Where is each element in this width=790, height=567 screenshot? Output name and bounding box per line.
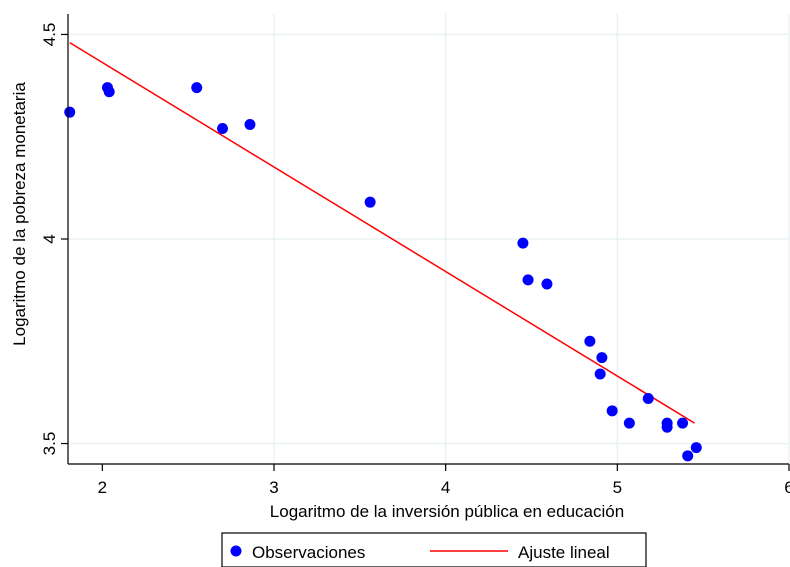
y-axis-ticks: 3.5 4 4.5 <box>40 23 68 456</box>
x-axis-ticks: 2 3 4 5 6 <box>98 464 790 497</box>
data-point <box>606 405 618 417</box>
y-tick-label: 4 <box>40 234 59 243</box>
data-point <box>191 82 203 94</box>
data-point <box>642 393 654 405</box>
x-tick-label: 2 <box>98 478 107 497</box>
y-axis-title: Logaritmo de la pobreza monetaria <box>10 82 29 346</box>
data-point <box>364 196 376 208</box>
points-layer <box>64 82 702 462</box>
legend-marker-observaciones <box>230 545 242 557</box>
legend: Observaciones Ajuste lineal <box>221 532 647 567</box>
data-point <box>661 421 673 433</box>
data-point <box>623 417 635 429</box>
data-point <box>64 106 76 118</box>
data-point <box>594 368 606 380</box>
y-tick-label: 3.5 <box>40 432 59 456</box>
x-axis-title: Logaritmo de la inversión pública en edu… <box>270 502 624 521</box>
data-point <box>244 118 256 130</box>
data-point <box>690 442 702 454</box>
legend-label-ajuste-lineal: Ajuste lineal <box>518 543 610 562</box>
x-tick-label: 3 <box>269 478 278 497</box>
data-point <box>682 450 694 462</box>
x-tick-label: 5 <box>613 478 622 497</box>
data-point <box>517 237 529 249</box>
x-tick-label: 4 <box>441 478 450 497</box>
legend-box <box>221 532 647 567</box>
data-point <box>541 278 553 290</box>
data-point <box>217 123 228 135</box>
y-tick-label: 4.5 <box>40 23 59 47</box>
data-point <box>522 274 534 286</box>
grid-lines <box>68 14 790 464</box>
data-point <box>103 86 115 98</box>
data-point <box>596 352 608 364</box>
data-point <box>677 417 689 429</box>
fit-line <box>69 41 695 424</box>
x-tick-label: 6 <box>784 478 790 497</box>
data-point <box>584 335 596 347</box>
legend-label-observaciones: Observaciones <box>252 543 365 562</box>
fit-line-layer <box>69 41 695 424</box>
